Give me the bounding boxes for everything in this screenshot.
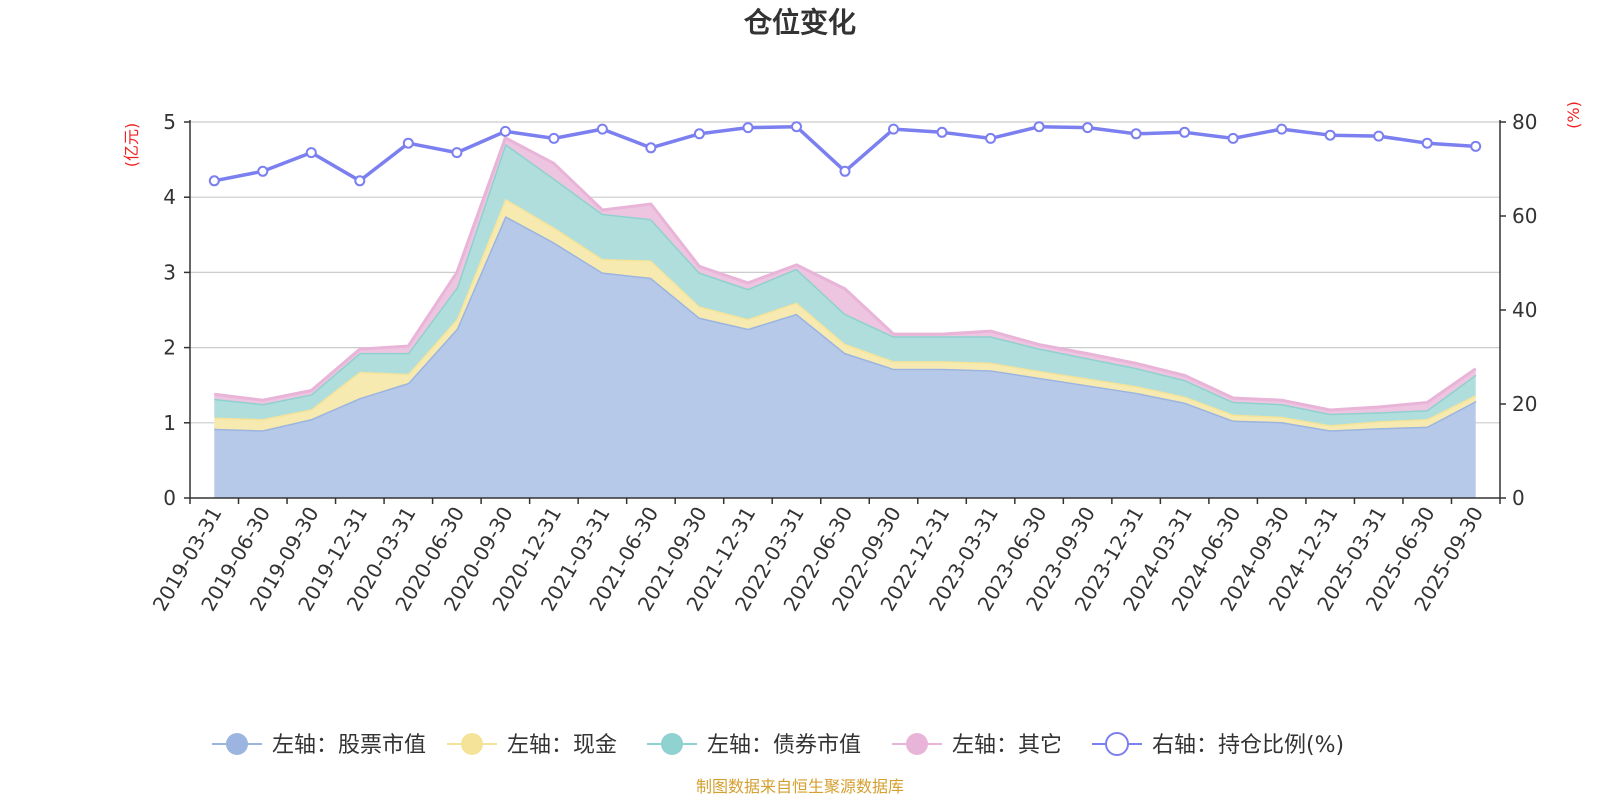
legend: 左轴：股票市值 左轴：现金 左轴：债券市值 左轴：其它 右轴：持仓比例(%): [212, 732, 1344, 758]
holding-ratio-point: [645, 142, 657, 154]
holding-ratio-point: [548, 132, 560, 144]
holding-ratio-point: [257, 165, 269, 177]
right-axis-unit: (%): [1564, 101, 1583, 129]
legend-item-3: 左轴：债券市值: [647, 733, 861, 758]
area-series-1: [214, 216, 1476, 498]
holding-ratio-point: [354, 175, 366, 187]
legend-swatch-marker: [1105, 732, 1129, 756]
left-tick-label: 5: [163, 110, 176, 134]
holding-ratio-point: [1276, 123, 1288, 135]
stacked-areas: [214, 136, 1477, 498]
right-tick-label: 40: [1512, 298, 1537, 322]
right-tick-label: 60: [1512, 204, 1537, 228]
holding-ratio-point: [888, 123, 899, 135]
legend-swatch-marker: [906, 733, 928, 755]
left-tick-label: 0: [163, 486, 176, 510]
holding-ratio-point: [451, 147, 463, 159]
holding-ratio-point: [402, 137, 414, 149]
left-axis-unit: (亿元): [122, 123, 141, 168]
chart-title: 仓位变化: [744, 6, 856, 39]
legend-label: 左轴：现金: [507, 733, 617, 758]
legend-swatch-marker: [226, 733, 248, 755]
legend-item-4: 左轴：其它: [892, 733, 1062, 758]
holding-ratio-point: [1373, 130, 1385, 142]
holding-ratio-point: [1130, 128, 1142, 140]
legend-label: 左轴：债券市值: [707, 733, 861, 758]
left-tick-label: 4: [163, 185, 176, 209]
holding-ratio-point: [596, 123, 608, 135]
holding-ratio-point: [936, 126, 948, 138]
holding-ratio-point: [693, 128, 705, 140]
legend-label: 左轴：股票市值: [272, 733, 426, 758]
left-tick-label: 1: [163, 411, 176, 435]
legend-label: 左轴：其它: [952, 733, 1062, 758]
legend-item-5: 右轴：持仓比例(%): [1092, 732, 1344, 758]
right-tick-label: 20: [1512, 392, 1537, 416]
legend-label: 右轴：持仓比例(%): [1152, 733, 1344, 758]
holding-ratio-point: [985, 132, 997, 144]
holding-ratio-point: [1033, 121, 1045, 133]
holding-ratio-point: [1227, 132, 1239, 144]
legend-swatch-marker: [461, 733, 483, 755]
left-tick-label: 3: [163, 260, 176, 284]
holding-ratio-point: [839, 165, 851, 177]
holding-ratio-line: [208, 121, 1482, 187]
legend-item-1: 左轴：股票市值: [212, 733, 426, 758]
right-tick-label: 80: [1512, 110, 1537, 134]
source-note: 制图数据来自恒生聚源数据库: [696, 777, 904, 796]
holding-ratio-point: [1324, 129, 1336, 141]
legend-swatch-marker: [661, 733, 683, 755]
holding-ratio-point: [208, 175, 220, 187]
holding-ratio-point: [791, 121, 802, 133]
holding-ratio-point: [1470, 140, 1482, 152]
area-series-4-edge: [214, 136, 1477, 412]
area-series-3: [214, 143, 1476, 426]
holding-ratio-point: [499, 125, 511, 137]
holding-ratio-point: [1179, 126, 1191, 138]
holding-ratio-point: [305, 147, 317, 159]
holding-ratio-point: [1421, 137, 1433, 149]
holding-ratio-point: [742, 122, 754, 134]
legend-item-2: 左轴：现金: [447, 733, 617, 758]
left-tick-label: 2: [163, 336, 176, 360]
holding-ratio-point: [1082, 122, 1094, 134]
right-tick-label: 0: [1512, 486, 1525, 510]
